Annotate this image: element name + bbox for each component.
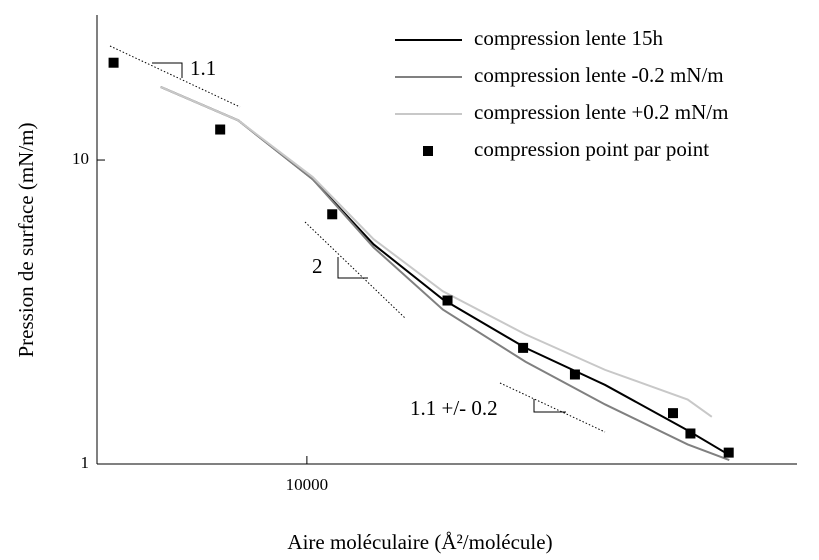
legend-label: compression lente +0.2 mN/m xyxy=(474,100,728,124)
annotation: 2 xyxy=(312,254,323,278)
data-point xyxy=(327,209,338,220)
annotation: 1.1 xyxy=(190,56,216,80)
data-point xyxy=(685,428,696,439)
y-tick-label: 10 xyxy=(72,149,89,168)
data-point xyxy=(569,369,580,380)
x-tick-label: 10000 xyxy=(286,475,329,494)
data-point xyxy=(518,342,529,353)
data-point xyxy=(723,447,734,458)
slope-guides xyxy=(109,45,606,433)
legend-label: compression point par point xyxy=(474,137,709,161)
y-axis-label: Pression de surface (mN/m) xyxy=(14,122,38,357)
legend-label: compression lente -0.2 mN/m xyxy=(474,63,724,87)
data-point xyxy=(668,408,679,419)
data-point xyxy=(215,124,226,135)
legend-swatch xyxy=(423,146,433,156)
annotation: 1.1 +/- 0.2 xyxy=(410,396,498,420)
series-line xyxy=(160,85,713,418)
data-point xyxy=(442,295,453,306)
x-axis-label: Aire moléculaire (Å²/molécule) xyxy=(287,530,552,554)
legend-label: compression lente 15h xyxy=(474,26,663,50)
y-tick-label: 1 xyxy=(81,453,90,472)
data-point xyxy=(108,57,119,68)
slope-brackets xyxy=(152,62,566,413)
